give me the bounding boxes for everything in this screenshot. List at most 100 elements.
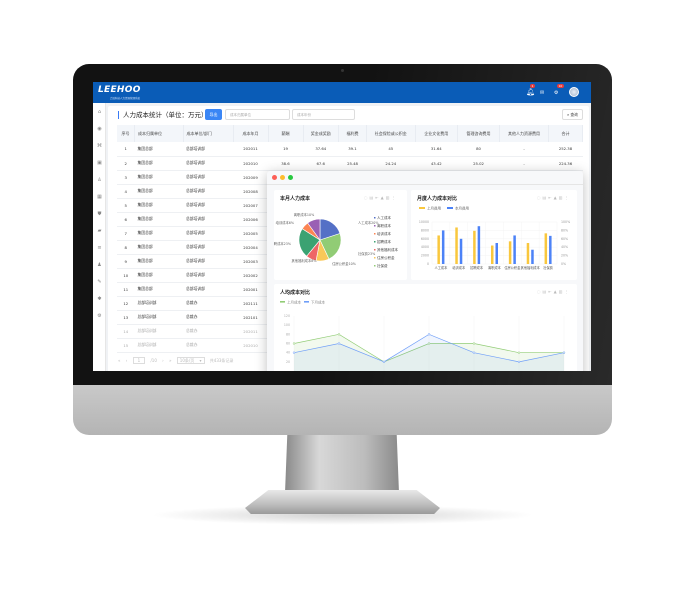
column-header[interactable]: 成本年月 <box>233 125 269 142</box>
x-tick-label: 离职成本 <box>488 265 502 270</box>
series-area <box>294 334 564 371</box>
gear-icon[interactable]: ⚙ <box>97 313 102 319</box>
legend-marker <box>374 217 376 219</box>
shield-icon[interactable]: ⛊ <box>97 211 102 217</box>
bar <box>459 238 463 264</box>
table-cell: 224.36 <box>548 156 583 171</box>
y-tick-label: 120 <box>284 314 290 318</box>
bar <box>495 243 498 264</box>
minimize-window-button[interactable] <box>280 175 285 180</box>
mail-icon[interactable]: ✉ <box>540 90 545 96</box>
column-header[interactable]: 管理咨询费用 <box>457 125 500 142</box>
pie-chart-card: 本月人力成本 ◌▤⇤▲▥⋮ 人工成本20% 社保费23% 住房公积金10% 其他福利成… <box>274 190 407 280</box>
chart-toolbox[interactable]: ◌▤⇤▲▥⋮ <box>364 195 398 200</box>
table-row[interactable]: 1 集团总部 总部培训部 202011 19 37.64 39.1 45 31.64 80-252… <box>117 142 583 157</box>
table-cell: 集团总部 <box>134 268 183 283</box>
legend-item: 社保费 <box>377 263 388 268</box>
column-header[interactable]: 福利费 <box>338 125 367 142</box>
pie-chart: 人工成本20% 社保费23%住房公积金10% 其他福利成本8% 招聘成本23% 培训成本… <box>274 212 398 268</box>
star-icon[interactable]: ✱ <box>97 296 102 302</box>
home-icon[interactable]: ⌂ <box>97 109 102 115</box>
chart-toolbox[interactable]: ◌▤⇤▲▥⋮ <box>537 289 571 294</box>
table-cell: 10 <box>117 268 135 283</box>
table-cell: 总部培训部 <box>183 156 233 171</box>
file-icon[interactable]: ▣ <box>97 160 102 166</box>
close-window-button[interactable] <box>272 175 277 180</box>
data-point <box>472 351 476 354</box>
y-tick-label: 6000 <box>421 237 429 241</box>
list-icon[interactable]: ≡ <box>97 245 102 251</box>
org-icon[interactable]: ⌘ <box>97 143 102 149</box>
legend-item: 上月成本 <box>287 299 301 304</box>
table-cell: 31.64 <box>415 142 458 157</box>
table-row[interactable]: 2 集团总部 总部培训部 202010 38.6 67.6 25.48 24.24 43.42 2… <box>117 156 583 171</box>
cost-year-input[interactable]: 成本年份 <box>292 109 355 120</box>
data-point <box>337 333 341 336</box>
table-cell: 2 <box>117 156 135 171</box>
column-header[interactable]: 企业文化费用 <box>415 125 458 142</box>
y2-tick-label: 20% <box>561 254 568 258</box>
user-icon[interactable]: ◉ <box>97 126 102 132</box>
data-point <box>517 351 521 354</box>
monitor-chin <box>73 385 612 435</box>
avatar[interactable] <box>569 87 579 97</box>
column-header[interactable]: 成本单位/部门 <box>183 125 234 142</box>
first-page-button[interactable]: « <box>118 358 121 363</box>
table-cell: 总裁办 <box>183 324 233 339</box>
page-size-select[interactable]: 10条/页 ▾ <box>176 357 205 364</box>
column-header[interactable]: 合计 <box>548 125 583 142</box>
table-cell: 202111 <box>233 296 268 311</box>
bar <box>549 235 552 264</box>
column-header[interactable]: 成本归属单位 <box>134 125 184 142</box>
export-button[interactable]: 导出 <box>205 109 222 120</box>
edit-icon[interactable]: ✎ <box>97 279 102 285</box>
legend-item: 下月成本 <box>311 299 325 304</box>
y-tick-label: 20 <box>286 360 290 364</box>
pie-slice-label: 其他福利成本8% <box>291 258 316 263</box>
legend-marker <box>419 207 425 209</box>
column-header[interactable]: 薪酬 <box>268 125 304 142</box>
bar-chart: 上月费用 本月费用 0 0% 2000 20% 4000 40% 6000 60% 8000 80% 1… <box>419 205 570 270</box>
bell-icon[interactable]: 🔔︎ <box>526 88 535 96</box>
person-icon[interactable]: ♙ <box>97 177 102 183</box>
search-button[interactable]: ⌕ 查询 <box>562 109 583 120</box>
chart-icon[interactable]: ▦ <box>97 194 102 200</box>
table-cell: 总部培训部 <box>134 338 183 353</box>
app-header: LEEHOO 力浩科技人力资源管理系统 🔔︎ 1 ✉ ⚙ 10 <box>93 82 591 103</box>
settings-icon[interactable]: ⚙ <box>554 90 559 96</box>
pie-chart-title: 本月人力成本 <box>280 196 311 202</box>
column-header[interactable]: 序号 <box>117 125 135 142</box>
chart-toolbox[interactable]: ◌▤⇤▲▥⋮ <box>537 195 571 200</box>
next-page-button[interactable]: › <box>162 358 164 363</box>
y-tick-label: 80 <box>286 332 290 336</box>
prev-page-button[interactable]: ‹ <box>125 358 128 363</box>
logo[interactable]: LEEHOO <box>98 85 141 95</box>
cost-unit-input[interactable]: 成本归属单位 <box>225 109 290 120</box>
maximize-window-button[interactable] <box>288 175 293 180</box>
data-point <box>292 342 296 345</box>
table-cell: 202010 <box>233 338 268 353</box>
table-cell: 202010 <box>233 156 268 171</box>
table-cell: 1 <box>117 142 135 157</box>
y-tick-label: 100 <box>284 323 290 327</box>
legend-marker <box>374 265 376 267</box>
last-page-button[interactable]: » <box>169 358 172 363</box>
people-icon[interactable]: ♟ <box>97 262 102 268</box>
table-cell: 总部培训部 <box>134 310 183 325</box>
y-tick-label: 2000 <box>421 254 429 258</box>
column-header[interactable]: 奖金成奖励 <box>303 125 339 142</box>
table-cell: 6 <box>117 212 135 227</box>
legend-marker <box>374 241 376 243</box>
table-header-row: 序号 成本归属单位 成本单位/部门 成本年月 薪酬 奖金成奖励 福利费 社会保险或公积金 企业文… <box>117 125 583 142</box>
bar <box>473 230 476 264</box>
monitor-stand <box>285 435 399 493</box>
legend-marker <box>374 233 376 235</box>
money-icon[interactable]: ▰ <box>97 228 102 234</box>
column-header[interactable]: 社会保险或公积金 <box>366 125 416 142</box>
page-input[interactable]: 1 <box>132 357 146 364</box>
table-cell: 43.42 <box>415 156 458 171</box>
screen: LEEHOO 力浩科技人力资源管理系统 🔔︎ 1 ✉ ⚙ 10 ⌂ ◉ ⌘ ▣ ♙ ▦ ⛊ ▰… <box>93 82 591 371</box>
column-header[interactable]: 其他人力资源费用 <box>499 125 549 142</box>
table-cell: 集团总部 <box>134 156 183 171</box>
y-tick-label: 8000 <box>421 228 429 232</box>
